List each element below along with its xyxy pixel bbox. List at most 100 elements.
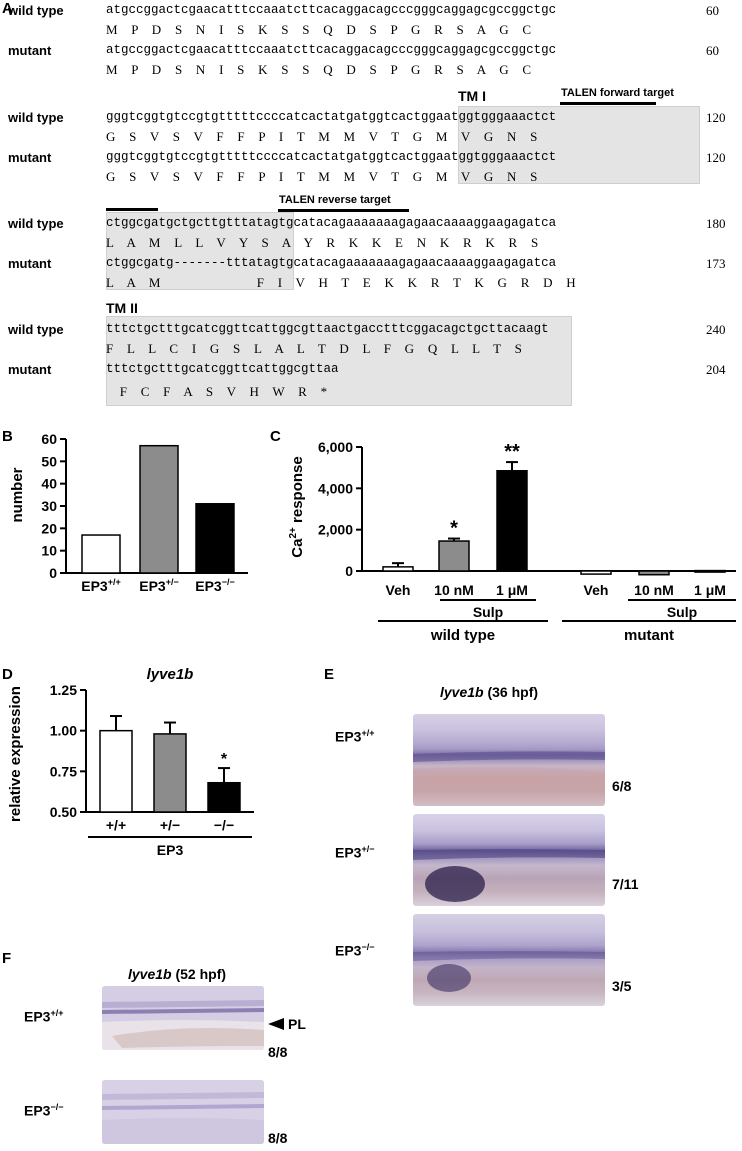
- mut-aminoacids-row2: G S V S V F F P I T M M V T G M V G N S: [106, 169, 538, 184]
- wt-position-row2: 120: [706, 110, 726, 125]
- mut-position-row4: 204: [706, 362, 726, 377]
- mut-nucleotides-row2: gggtcggtgtccgtgtttttccccatcactatgatggtca…: [106, 150, 557, 164]
- panel-b-ytick-label-1: 10: [41, 543, 57, 559]
- wt-label-row1: wild type: [8, 3, 64, 18]
- mut-nucleotides-row3: ctggcgatg-------tttatagtgcatacagaaaaaaag…: [106, 256, 557, 270]
- panel-c-xlabel-0: Veh: [386, 582, 411, 598]
- panel-c-label: C: [270, 428, 281, 445]
- panel-c-bar-1: [438, 540, 470, 572]
- panel-b-bar-1: [139, 444, 179, 574]
- mut-position-row1: 60: [706, 43, 719, 58]
- mut-aminoacids-row1: M P D S N I S K S S Q D S P G R S A G C: [106, 62, 532, 77]
- panel-c-xlabel-4: 10 nM: [634, 582, 674, 598]
- panel-e-genotype-1: EP3+/+: [335, 728, 374, 745]
- panel-f-ratio-2: 8/8: [268, 1130, 288, 1146]
- wt-label-row3: wild type: [8, 216, 64, 231]
- panel-c-xlabel-1: 10 nM: [434, 582, 474, 598]
- panel-d-xlabel-0: +/+: [106, 817, 126, 833]
- panel-b-xlabel-sup-2: −/−: [222, 577, 235, 587]
- panel-c-wt-label: wild type: [430, 627, 495, 644]
- wt-label-row4: wild type: [8, 322, 64, 337]
- panel-e-genotype-1-sup: +/+: [361, 728, 375, 738]
- panel-f-title-gene: lyve1b: [128, 966, 172, 982]
- talen-forward-label: TALEN forward target: [561, 87, 674, 99]
- panel-b-ytick-label-5: 50: [41, 453, 57, 469]
- panel-f-genotype-1-base: EP3: [24, 1008, 51, 1025]
- panel-e-genotype-3: EP3−/−: [335, 942, 374, 959]
- panel-b-xlabel-0: EP3+/+: [81, 577, 120, 594]
- tm1-region-row2: [458, 106, 700, 184]
- panel-c-group-labels: wild type mutant: [378, 620, 736, 644]
- panel-b-ytick-label-2: 20: [41, 520, 57, 536]
- talen-reverse-bar: [278, 209, 409, 212]
- panel-c-ytick-label-2: 4,000: [318, 480, 353, 496]
- panel-e-ratio-3: 3/5: [612, 978, 632, 994]
- mut-aminoacids-row3: L A M F I V H T E K K R T K G R D H: [106, 275, 576, 290]
- panel-b-xlabel-2: EP3−/−: [195, 577, 234, 594]
- panel-d-xlabel-2: −/−: [214, 817, 234, 833]
- panel-d-xlabel-1: +/−: [160, 817, 180, 833]
- wt-position-row3: 180: [706, 216, 726, 231]
- panel-e-title-rest: (36 hpf): [483, 684, 539, 700]
- panel-e-genotype-2: EP3+/−: [335, 844, 374, 861]
- panel-b-ylabel: number: [9, 467, 26, 522]
- mut-label-row4: mutant: [8, 362, 52, 377]
- panel-c-ylabel-base: Ca: [289, 538, 306, 558]
- panel-f-embryo-detail-1: [102, 986, 264, 1050]
- panel-c-ylabel-sup: 2+: [288, 527, 299, 539]
- panel-d-bar-1: [153, 733, 187, 813]
- panel-c-bar-2: [496, 470, 528, 572]
- panel-e-genotype-3-sup: −/−: [361, 942, 375, 952]
- tm2-region-row4: [106, 316, 572, 406]
- panel-e-genotype-2-sup: +/−: [361, 844, 375, 854]
- mut-label-row2: mutant: [8, 150, 52, 165]
- panel-d-bar-2: [207, 781, 241, 813]
- talen-forward-bar-continued: [106, 208, 158, 211]
- panel-e-embryo-image-2: [413, 814, 605, 906]
- panel-b-xlabel-base-0: EP3: [81, 578, 108, 594]
- panel-c-bar-4: [638, 570, 670, 576]
- wt-aminoacids-row2: G S V S V F F P I T M M V T G M V G N S: [106, 129, 538, 144]
- panel-e-title: lyve1b (36 hpf): [440, 684, 538, 700]
- panel-e-ratio-2: 7/11: [612, 876, 639, 892]
- panel-f-pl-label: PL: [288, 1016, 306, 1032]
- panel-e-label: E: [324, 666, 335, 683]
- panel-d-label: D: [2, 666, 13, 683]
- panel-e-embryo-image-3: [413, 914, 605, 1006]
- mut-nucleotides-row1: atgccggactcgaacatttccaaatcttcacaggacagcc…: [106, 43, 557, 57]
- panel-b-ytick-label-3: 30: [41, 498, 57, 514]
- panel-c-sulp1-label: Sulp: [473, 604, 503, 620]
- panel-b-xlabel-base-1: EP3: [139, 578, 166, 594]
- panel-e-ratio-1: 6/8: [612, 778, 632, 794]
- panel-d-chart: lyve1b relative expression 0.50 0.75 1.00 1…: [7, 666, 254, 857]
- talen-forward-bar: [560, 102, 656, 105]
- panel-f-embryo-detail-2: [102, 1080, 264, 1144]
- panel-a-label: A: [2, 0, 13, 17]
- panel-b-label: B: [2, 428, 13, 445]
- panel-d-ylabel: relative expression: [7, 686, 24, 822]
- panel-e-embryo-image-1: [413, 714, 605, 806]
- panel-d-ytick-label-2: 1.00: [50, 723, 77, 739]
- panel-c-significance-2: **: [504, 441, 520, 463]
- panel-c-ylabel: Ca2+ response: [288, 456, 306, 557]
- panel-b-xlabel-base-2: EP3: [195, 578, 222, 594]
- panel-c-bar-0: [382, 566, 414, 572]
- wt-nucleotides-row2: gggtcggtgtccgtgtttttccccatcactatgatggtca…: [106, 110, 557, 124]
- panel-b-ytick-label-0: 0: [49, 565, 57, 581]
- panel-f-embryo-image-2: [102, 1080, 264, 1144]
- talen-reverse-label: TALEN reverse target: [279, 194, 391, 206]
- panel-f-title: lyve1b (52 hpf): [128, 966, 226, 982]
- panel-c-bar-5: [694, 569, 726, 573]
- panel-b-ytick-label-6: 60: [41, 431, 57, 447]
- mut-nucleotides-row4: tttctgctttgcatcggttcattggcgttaa: [106, 362, 339, 376]
- wt-aminoacids-row3: L A M L L V Y S A Y R K K E N K R K R S: [106, 235, 539, 250]
- panel-e-title-gene: lyve1b: [440, 684, 484, 700]
- wt-aminoacids-row4: F L L C I G S L A L T D L F G Q L L T S: [106, 341, 522, 356]
- panel-f-genotype-1-sup: +/+: [50, 1008, 64, 1018]
- mut-position-row3: 173: [706, 256, 726, 271]
- panel-e-embryo-detail-2: [413, 849, 605, 902]
- panel-d-title: lyve1b: [147, 666, 194, 683]
- mut-aminoacids-row4: F C F A S V H W R *: [106, 384, 328, 399]
- panel-d-ytick-label-1: 0.75: [50, 763, 77, 779]
